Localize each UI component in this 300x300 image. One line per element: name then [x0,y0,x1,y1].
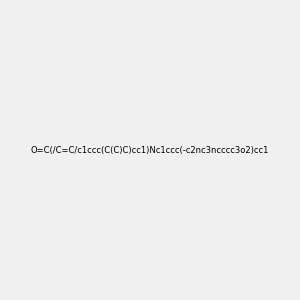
Text: O=C(/C=C/c1ccc(C(C)C)cc1)Nc1ccc(-c2nc3ncccc3o2)cc1: O=C(/C=C/c1ccc(C(C)C)cc1)Nc1ccc(-c2nc3nc… [31,146,269,154]
